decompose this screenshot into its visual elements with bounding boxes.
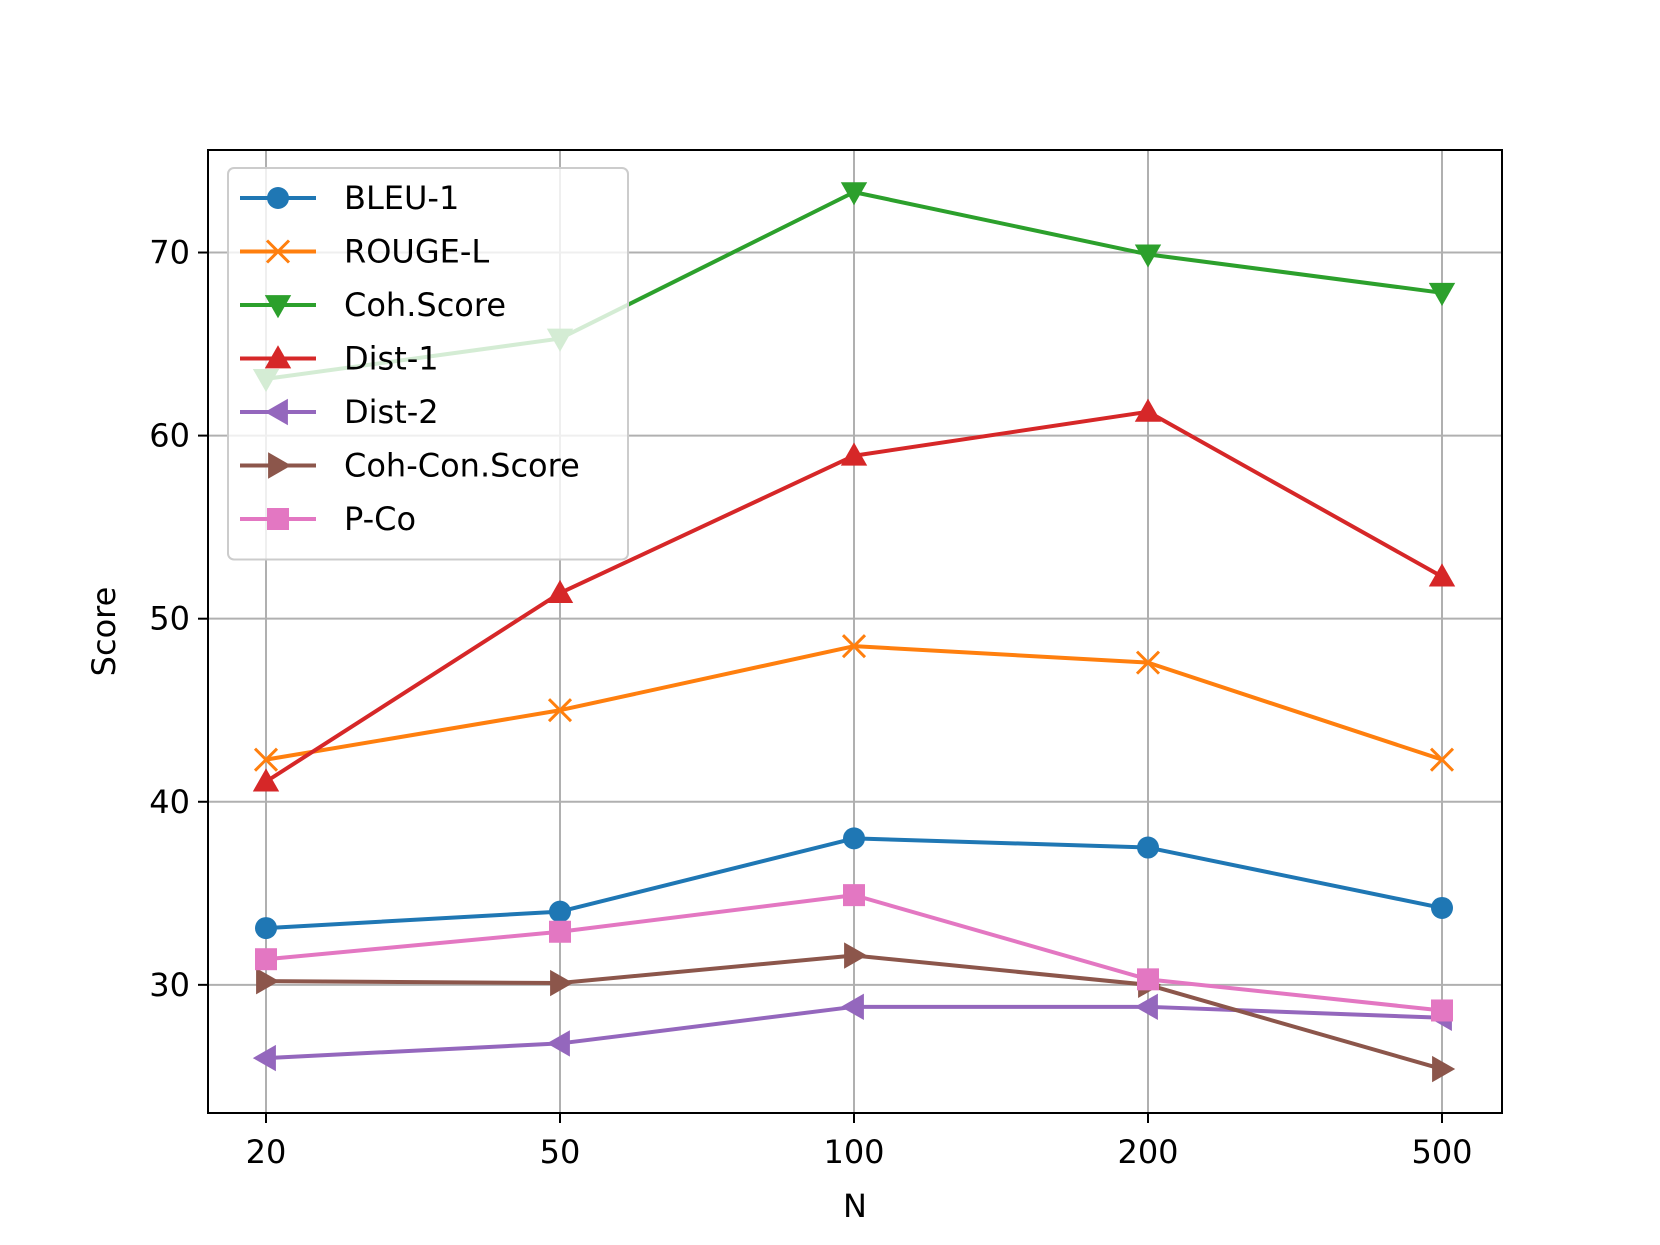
legend-item: Dist-1	[240, 340, 439, 378]
series-coh-con-score	[256, 942, 1456, 1083]
y-axis-ticks: 30 40 50 60 70	[149, 234, 208, 1004]
legend-marker	[267, 187, 289, 209]
series-dist-1	[252, 398, 1456, 792]
data-point	[252, 1044, 276, 1072]
data-point	[1428, 282, 1456, 307]
data-point	[1431, 999, 1453, 1022]
data-point	[1135, 650, 1161, 675]
legend-label: Dist-2	[344, 393, 439, 431]
data-point	[844, 942, 868, 969]
x-tick-label: 50	[540, 1133, 581, 1171]
legend-marker	[264, 295, 292, 319]
data-point	[546, 1030, 570, 1057]
data-point	[1432, 1055, 1456, 1083]
legend-item: Coh.Score	[240, 286, 506, 324]
data-point	[255, 948, 277, 971]
y-tick-label: 40	[149, 783, 190, 821]
data-point	[549, 920, 571, 943]
legend-label: BLEU-1	[344, 179, 459, 217]
legend: BLEU-1 ROUGE-L Coh.Score Dist-1 Dist-2 Coh-Co…	[227, 167, 629, 561]
legend-item: ROUGE-L	[240, 233, 489, 271]
data-point	[550, 969, 574, 997]
legend-marker	[267, 508, 289, 530]
data-point	[1134, 993, 1158, 1021]
legend-label: P-Co	[344, 500, 416, 538]
data-point	[1428, 563, 1456, 587]
x-axis-ticks: 20 50 100 200 500	[246, 1113, 1473, 1171]
data-point	[843, 884, 865, 907]
y-tick-label: 30	[149, 966, 190, 1004]
y-tick-label: 50	[149, 600, 190, 638]
data-point	[252, 768, 280, 792]
data-point	[546, 579, 574, 603]
legend-box	[227, 167, 629, 561]
legend-label: ROUGE-L	[344, 233, 489, 271]
data-point	[256, 967, 280, 995]
legend-marker	[265, 239, 291, 264]
data-point	[1134, 398, 1162, 422]
y-axis-label: Score	[85, 587, 123, 677]
data-point	[547, 698, 573, 723]
data-point	[1431, 896, 1453, 919]
legend-label: Coh-Con.Score	[344, 447, 580, 485]
data-point	[840, 182, 868, 206]
x-axis-label: N	[843, 1187, 867, 1225]
data-point	[1429, 747, 1455, 772]
legend-marker	[264, 345, 292, 369]
x-tick-label: 100	[823, 1133, 884, 1171]
legend-item: Dist-2	[240, 393, 439, 431]
data-point	[1137, 836, 1159, 859]
data-point	[253, 747, 279, 772]
data-point	[840, 442, 868, 466]
legend-marker	[268, 452, 292, 479]
x-tick-label: 20	[246, 1133, 287, 1171]
legend-label: Dist-1	[344, 340, 439, 378]
data-point	[1137, 968, 1159, 991]
data-point	[841, 634, 867, 659]
data-point	[255, 917, 277, 940]
x-tick-label: 200	[1117, 1133, 1178, 1171]
series-p-co	[255, 884, 1453, 1022]
legend-label: Coh.Score	[344, 286, 506, 324]
legend-item: BLEU-1	[240, 179, 459, 217]
data-point	[840, 993, 864, 1021]
legend-item: P-Co	[240, 500, 416, 538]
data-point	[549, 900, 571, 923]
legend-item: Coh-Con.Score	[240, 447, 580, 485]
legend-marker	[264, 398, 288, 426]
x-tick-label: 500	[1411, 1133, 1472, 1171]
series-dist-2	[252, 993, 1452, 1072]
data-point	[843, 827, 865, 850]
y-tick-label: 70	[149, 234, 190, 272]
series-rouge-l	[253, 634, 1455, 772]
series-bleu-1	[255, 827, 1453, 940]
data-point	[1134, 244, 1162, 268]
y-tick-label: 60	[149, 417, 190, 455]
